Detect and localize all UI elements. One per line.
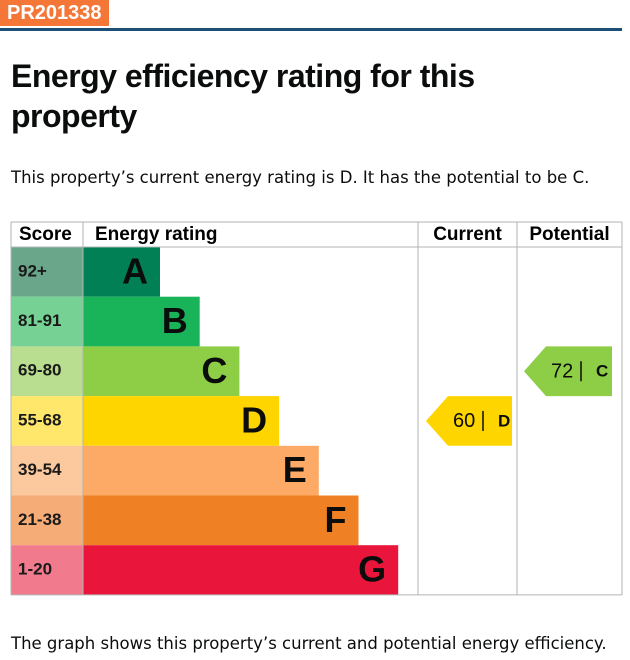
score-cell [11,346,83,397]
score-label: 1-20 [18,560,52,579]
score-label: 92+ [18,261,47,280]
rating-bar [83,296,200,347]
score-cell [11,545,83,595]
rating-letter: B [162,300,188,341]
rating-letter: C [201,350,227,391]
divider [0,28,622,31]
rating-letter: G [358,549,386,590]
arrow-rating: C [596,362,608,381]
reference-tag: PR201338 [0,0,109,26]
rating-bar [83,346,240,397]
arrow-score: 60 [453,410,475,432]
description: This property’s current energy rating is… [11,168,590,187]
rating-bar [83,396,280,446]
column-header: Energy rating [95,224,217,245]
score-cell [11,445,83,496]
column-header: Score [19,224,72,245]
arrow-rating: D [498,411,510,430]
chart: Score Energy rating Current Potential 92+ A 81… [10,221,623,596]
score-cell [11,396,83,446]
score-label: 39-54 [18,460,62,479]
score-cell [11,296,83,347]
score-cell [11,495,83,546]
rating-bar [83,545,399,595]
rating-letter: D [241,399,267,440]
arrow-score: 72 [551,361,573,383]
score-label: 21-38 [18,510,61,529]
rating-arrow [524,346,612,397]
rating-letter: E [283,449,307,490]
column-header: Current [433,224,502,245]
score-label: 81-91 [18,311,61,330]
score-cell [11,247,83,297]
score-label: 55-68 [18,410,61,429]
footnote: The graph shows this property’s current … [11,634,607,653]
rating-bar [83,495,359,546]
title: Energy efficiency rating for this proper… [11,58,475,134]
rating-bar [83,247,160,297]
rating-letter: F [325,499,347,540]
rating-bar [83,445,319,496]
rating-letter: A [122,250,148,291]
score-label: 69-80 [18,361,61,380]
rating-arrow [426,396,512,446]
column-header: Potential [529,224,609,245]
